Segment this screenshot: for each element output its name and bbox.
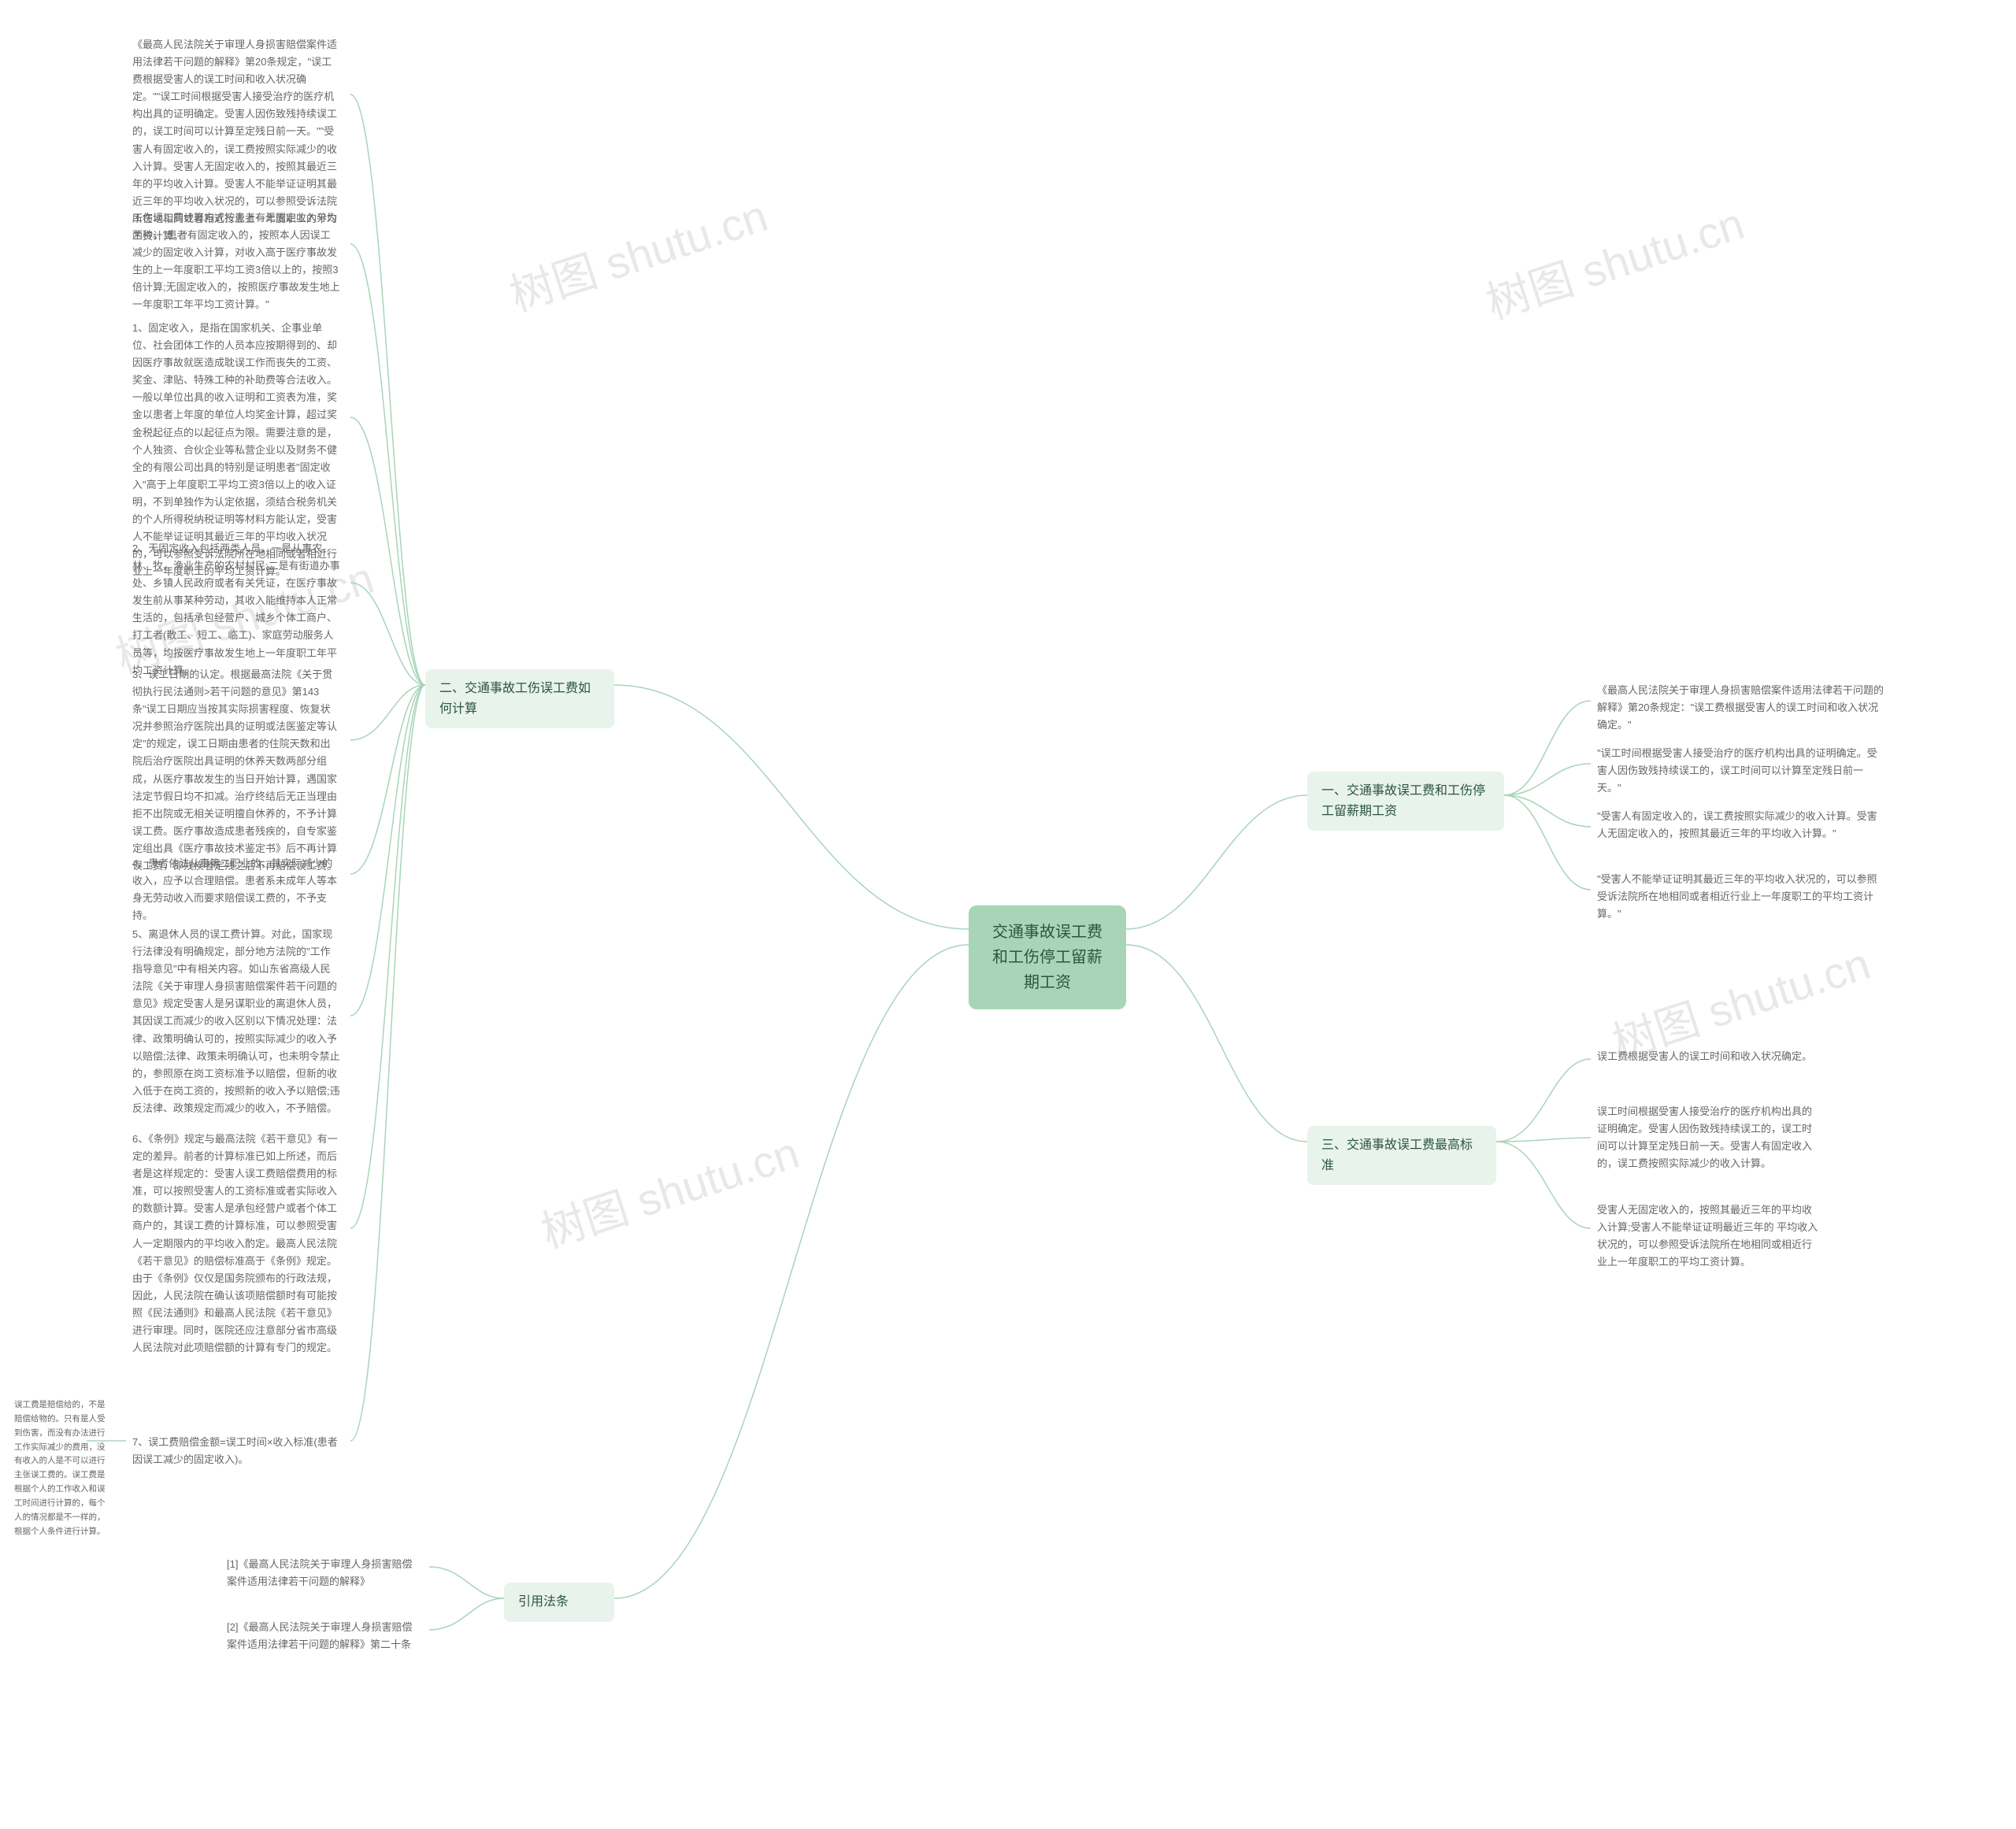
leaf-b2-farleft: 误工费是赔偿给的，不是赔偿给物的。只有是人受到伤害，而没有办法进行工作实际减少的…	[8, 1394, 118, 1543]
watermark: 树图 shutu.cn	[532, 1118, 806, 1261]
leaf-b2-5: 4、患者依法从事第二职业的，其实际减少的收入，应予以合理赔偿。患者系未成年人等本…	[126, 850, 346, 929]
leaf-b1-3: "受害人不能举证证明其最近三年的平均收入状况的，可以参照受诉法院所在地相同或者相…	[1591, 866, 1890, 927]
leaf-b1-1: "误工时间根据受害人接受治疗的医疗机构出具的证明确定。受害人因伤致残持续误工的，…	[1591, 740, 1890, 802]
leaf-b3-0: 误工费根据受害人的误工时间和收入状况确定。	[1591, 1043, 1827, 1070]
watermark: 树图 shutu.cn	[501, 181, 775, 324]
center-node: 交通事故误工费和工伤停工留薪期工资	[969, 905, 1126, 1009]
leaf-b3-2: 受害人无固定收入的，按照其最近三年的平均收入计算;受害人不能举证证明最近三年的 …	[1591, 1197, 1827, 1275]
leaf-b2-7: 6、《条例》规定与最高法院《若干意见》有一定的差异。前者的计算标准已如上所述，而…	[126, 1126, 346, 1361]
branch-b1-label: 一、交通事故误工费和工伤停工留薪期工资	[1307, 772, 1504, 831]
leaf-b1-0: 《最高人民法院关于审理人身损害赔偿案件适用法律若干问题的解释》第20条规定："误…	[1591, 677, 1890, 739]
leaf-b2-4: 3、误工日期的认定。根据最高法院《关于贯彻执行民法通则>若干问题的意见》第143…	[126, 661, 346, 879]
branch-b3: 三、交通事故误工费最高标准	[1307, 1126, 1496, 1185]
leaf-b2-1: 工伤误工费计算方式按患者有无固定收入分为两种。"患者有固定收入的，按照本人因误工…	[126, 205, 346, 319]
branch-b2-label: 二、交通事故工伤误工费如何计算	[425, 669, 614, 728]
branch-b2: 二、交通事故工伤误工费如何计算	[425, 669, 614, 728]
leaf-b3-1: 误工时间根据受害人接受治疗的医疗机构出具的证明确定。受害人因伤致残持续误工的，误…	[1591, 1098, 1827, 1177]
leaf-b1-2: "受害人有固定收入的，误工费按照实际减少的收入计算。受害人无固定收入的，按照其最…	[1591, 803, 1890, 847]
leaf-b4-1: [2]《最高人民法院关于审理人身损害赔偿案件适用法律若干问题的解释》第二十条	[220, 1614, 425, 1658]
branch-b1: 一、交通事故误工费和工伤停工留薪期工资	[1307, 772, 1504, 831]
branch-b4: 引用法条	[504, 1583, 614, 1622]
leaf-b2-8: 7、误工费赔偿金额=误工时间×收入标准(患者因误工减少的固定收入)。	[126, 1429, 346, 1473]
center-title: 交通事故误工费和工伤停工留薪期工资	[969, 905, 1126, 1009]
branch-b3-label: 三、交通事故误工费最高标准	[1307, 1126, 1496, 1185]
leaf-b4-0: [1]《最高人民法院关于审理人身损害赔偿案件适用法律若干问题的解释》	[220, 1551, 425, 1595]
watermark: 树图 shutu.cn	[1477, 189, 1751, 332]
leaf-b2-6: 5、离退休人员的误工费计算。对此，国家现行法律没有明确规定，部分地方法院的"工作…	[126, 921, 346, 1122]
branch-b4-label: 引用法条	[504, 1583, 614, 1622]
